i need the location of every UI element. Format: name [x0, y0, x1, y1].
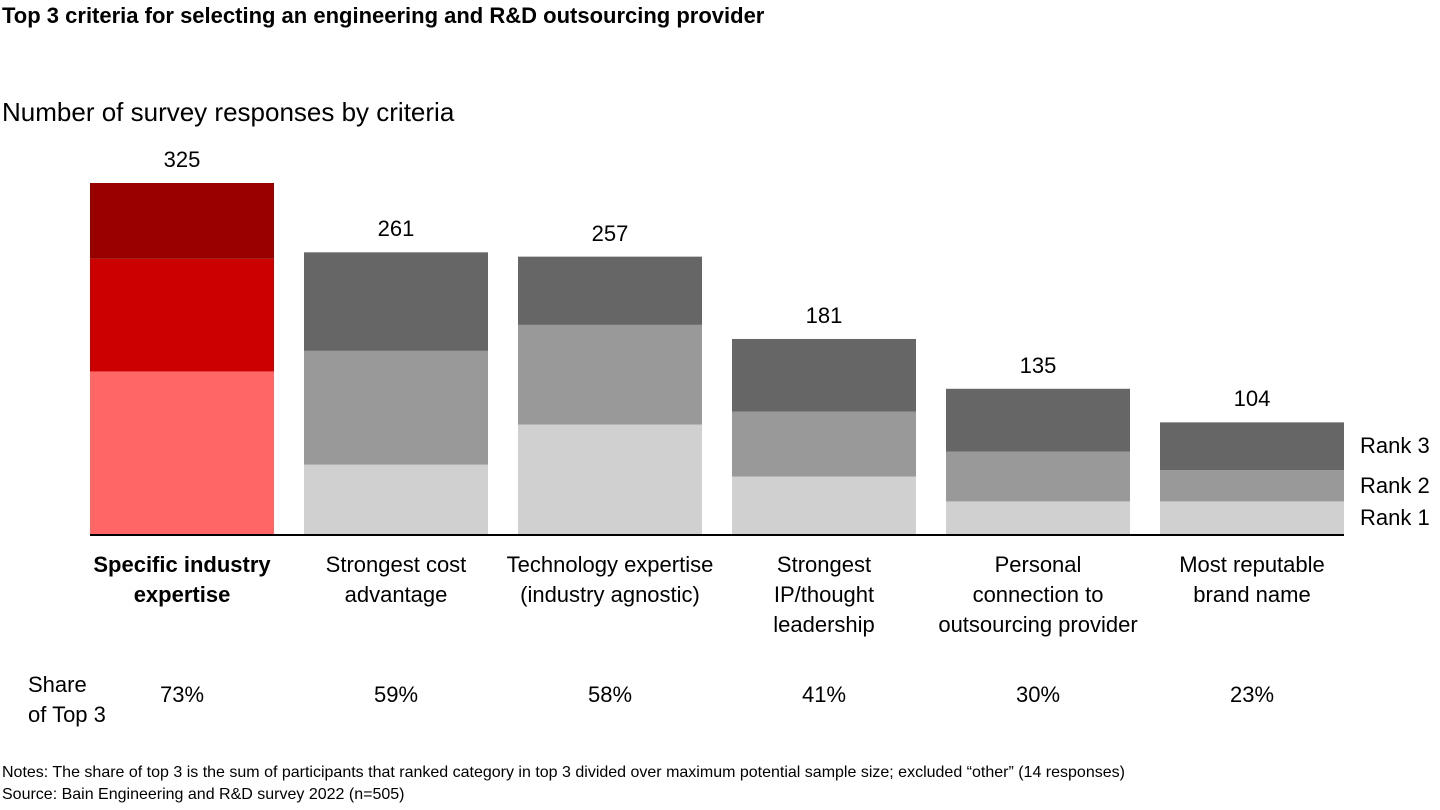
bar-segment: [518, 324, 702, 425]
share-value: 30%: [1015, 682, 1061, 707]
bar-segment: [90, 371, 274, 535]
chart-title: Top 3 criteria for selecting an engineer…: [2, 3, 765, 28]
category-label: Strongest IP/thought leadership: [773, 552, 875, 637]
category-label: Personal connection to outsourcing provi…: [938, 552, 1138, 637]
total-label: 135: [1019, 352, 1057, 378]
total-label: 325: [163, 147, 201, 172]
source: Source: Bain Engineering and R&D survey …: [2, 786, 405, 803]
legend-label: Rank 3: [1360, 433, 1430, 459]
total-label: 181: [805, 302, 843, 328]
share-value: 41%: [801, 682, 847, 707]
bar-segment: [518, 256, 702, 325]
bar-segment: [1160, 422, 1344, 471]
bar-segment: [1160, 470, 1344, 502]
bar-segment: [946, 388, 1130, 452]
bar-segment: [90, 258, 274, 372]
bar-segment: [946, 451, 1130, 502]
share-value: 59%: [373, 682, 419, 707]
bar-segment: [90, 183, 274, 259]
chart-subtitle: Number of survey responses by criteria: [2, 97, 455, 127]
notes: Notes: The share of top 3 is the sum of …: [2, 764, 1125, 781]
total-label: 104: [1233, 386, 1271, 412]
category-label: Most reputable brand name: [1179, 552, 1325, 607]
bar-segment: [732, 476, 916, 535]
category-label: Technology expertise (industry agnostic): [506, 552, 714, 607]
bar-segment: [518, 424, 702, 535]
bar-segment: [732, 411, 916, 477]
bar-segment: [304, 350, 488, 465]
share-value: 58%: [587, 682, 633, 707]
category-label: Specific industry expertise: [93, 552, 271, 607]
bar-segment: [1160, 501, 1344, 535]
bar-segment: [304, 252, 488, 351]
bar-segment: [732, 338, 916, 412]
bar-segment: [304, 464, 488, 535]
share-value: 73%: [159, 682, 205, 707]
share-row-label: Share of Top 3: [28, 672, 106, 727]
total-label: 261: [377, 216, 415, 242]
legend-label: Rank 2: [1360, 472, 1430, 498]
legend-label: Rank 1: [1360, 505, 1430, 531]
bar-segment: [946, 501, 1130, 535]
category-label: Strongest cost advantage: [325, 552, 467, 607]
share-value: 23%: [1229, 682, 1275, 707]
total-label: 257: [591, 220, 629, 246]
